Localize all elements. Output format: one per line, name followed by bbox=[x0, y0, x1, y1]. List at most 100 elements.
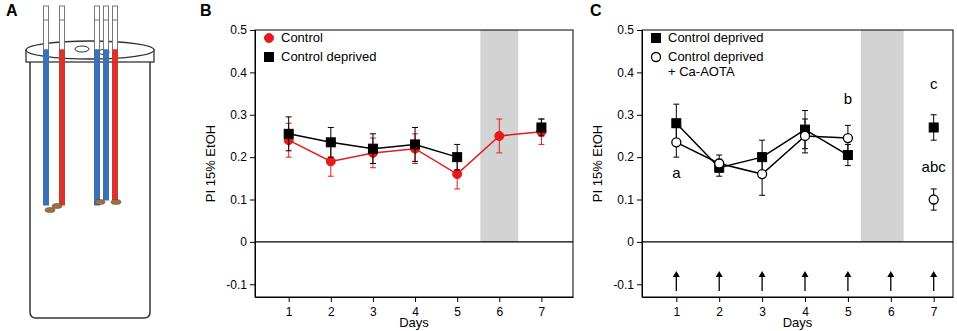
x-tick-mark bbox=[762, 297, 763, 302]
series bbox=[672, 104, 938, 176]
x-tick-mark bbox=[805, 297, 806, 302]
y-tick-label: 0 bbox=[240, 235, 247, 249]
y-tick-label: 0.1 bbox=[617, 193, 634, 207]
error-bar-cap bbox=[328, 157, 334, 158]
x-tick: 6 bbox=[496, 297, 503, 319]
capillary-fill bbox=[113, 50, 118, 200]
x-tick-mark bbox=[891, 297, 892, 302]
series bbox=[672, 119, 938, 210]
x-tick-mark bbox=[373, 297, 374, 302]
reference-line bbox=[255, 241, 573, 242]
error-bar-cap bbox=[538, 119, 544, 120]
data-point bbox=[672, 138, 681, 147]
capillary-fill bbox=[104, 50, 109, 200]
arrow-shaft bbox=[804, 275, 805, 291]
y-tick: -0.1 bbox=[226, 278, 255, 292]
error-bar-cap bbox=[328, 176, 334, 177]
plot-frame bbox=[642, 30, 953, 297]
x-tick-mark bbox=[848, 297, 849, 302]
capillary-fill bbox=[44, 50, 49, 205]
y-tick: 0.5 bbox=[230, 23, 255, 37]
y-tick-label: 0.4 bbox=[617, 66, 634, 80]
error-bar-cap bbox=[370, 133, 376, 134]
fly bbox=[95, 200, 105, 205]
x-tick-mark bbox=[499, 297, 500, 302]
x-tick: 5 bbox=[454, 297, 461, 319]
y-tick: 0.4 bbox=[617, 66, 642, 80]
arrow-shaft bbox=[847, 275, 848, 291]
error-bar-cap bbox=[931, 140, 937, 141]
x-tick-label: 3 bbox=[759, 305, 766, 319]
y-tick-label: -0.1 bbox=[613, 278, 634, 292]
data-point bbox=[672, 119, 681, 128]
error-bar-cap bbox=[412, 127, 418, 128]
x-tick: 7 bbox=[931, 297, 938, 319]
y-tick-label: 0.2 bbox=[617, 150, 634, 164]
x-tick-label: 6 bbox=[888, 305, 895, 319]
capillary-ticks bbox=[44, 20, 49, 21]
legend-symbol bbox=[652, 34, 661, 43]
x-tick-mark bbox=[457, 297, 458, 302]
x-tick: 5 bbox=[845, 297, 852, 319]
error-bar-cap bbox=[538, 144, 544, 145]
y-axis-title: PI 15% EtOH bbox=[203, 125, 218, 202]
legend: ControlControl deprived bbox=[265, 30, 377, 64]
error-bar-cap bbox=[328, 127, 334, 128]
error-bar-cap bbox=[673, 157, 679, 158]
arrow bbox=[759, 271, 766, 291]
error-bar-cap bbox=[496, 119, 502, 120]
arrow-head bbox=[673, 271, 680, 277]
annotation: c bbox=[930, 75, 938, 92]
capillary-top bbox=[113, 6, 118, 50]
error-bar-cap bbox=[412, 163, 418, 164]
data-point bbox=[929, 123, 938, 132]
x-tick-mark bbox=[541, 297, 542, 302]
error-bar-cap bbox=[673, 127, 679, 128]
y-tick-label: 0.1 bbox=[230, 193, 247, 207]
arrow-shaft bbox=[719, 275, 720, 291]
arrow-head bbox=[802, 271, 809, 277]
x-tick-label: 5 bbox=[845, 305, 852, 319]
annotation: abc bbox=[922, 158, 947, 175]
plot-frame bbox=[255, 30, 573, 297]
y-tick-mark bbox=[250, 242, 255, 243]
x-tick-mark bbox=[934, 297, 935, 302]
y-tick-mark bbox=[637, 72, 642, 73]
arrow-head bbox=[716, 271, 723, 277]
error-bar-cap bbox=[286, 116, 292, 117]
data-point bbox=[843, 134, 852, 143]
y-tick: 0.3 bbox=[230, 108, 255, 122]
y-tick: 0.2 bbox=[230, 150, 255, 164]
reference-line bbox=[642, 241, 953, 242]
data-point bbox=[453, 170, 462, 179]
x-tick-label: 7 bbox=[539, 305, 546, 319]
error-bar-cap bbox=[759, 140, 765, 141]
x-tick-label: 1 bbox=[673, 305, 680, 319]
data-point bbox=[801, 131, 810, 140]
x-tick: 7 bbox=[539, 297, 546, 319]
legend-symbol bbox=[265, 53, 274, 62]
y-tick-label: 0.3 bbox=[230, 108, 247, 122]
error-bar-cap bbox=[759, 195, 765, 196]
capillary-top bbox=[60, 6, 65, 50]
y-tick-mark bbox=[250, 30, 255, 31]
legend-label: Control deprived+ Ca-AOTA bbox=[668, 49, 763, 79]
panel-label: A bbox=[6, 2, 18, 19]
arrow-head bbox=[930, 271, 937, 277]
legend-label-line: + Ca-AOTA bbox=[668, 64, 735, 79]
data-point bbox=[537, 123, 546, 132]
vial bbox=[26, 6, 154, 318]
y-tick-mark bbox=[637, 157, 642, 158]
x-tick: 3 bbox=[759, 297, 766, 319]
x-tick-label: 2 bbox=[716, 305, 723, 319]
y-tick-label: 0.5 bbox=[617, 23, 634, 37]
capillary-ticks bbox=[60, 20, 65, 21]
capillary-top bbox=[104, 6, 109, 50]
legend-label-line: Control deprived bbox=[668, 30, 763, 45]
legend-label-line: Control deprived bbox=[668, 49, 763, 64]
capillary-ticks bbox=[95, 20, 100, 21]
data-point bbox=[411, 140, 420, 149]
x-tick-mark bbox=[719, 297, 720, 302]
error-bar-cap bbox=[673, 104, 679, 105]
x-tick: 1 bbox=[286, 297, 293, 319]
